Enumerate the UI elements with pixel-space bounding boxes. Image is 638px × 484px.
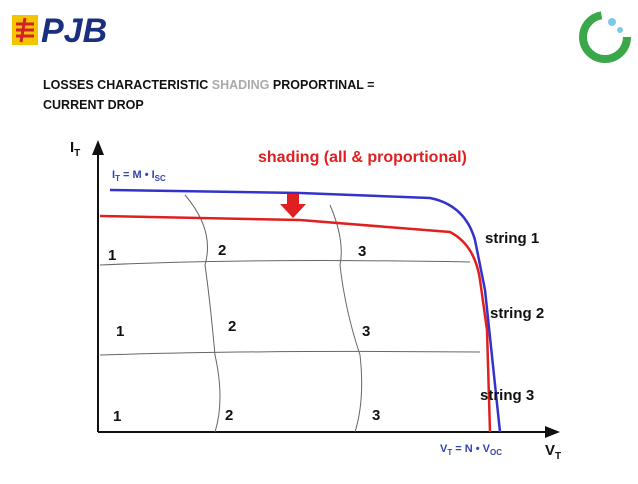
logo-dot <box>617 27 623 33</box>
logo-text: PJB <box>41 12 107 50</box>
grid-line <box>329 204 363 433</box>
formula-part: = N • V <box>452 443 490 455</box>
y-axis-main: I <box>70 139 74 156</box>
y-arrow <box>92 140 104 155</box>
cell-number: 2 <box>218 242 226 259</box>
shaded-curve <box>99 214 492 433</box>
formula-sub: T <box>115 174 120 183</box>
x-arrow <box>545 426 560 438</box>
cell-number: 3 <box>362 323 370 340</box>
string-label: string 2 <box>490 305 544 322</box>
x-axis-label: VT <box>545 442 561 462</box>
y-axis-label: IT <box>70 139 80 159</box>
formula-sub: T <box>447 448 452 457</box>
formula-sub: SC <box>155 174 166 183</box>
cell-number: 2 <box>228 318 236 335</box>
x-axis-main: V <box>545 442 555 459</box>
formula-part: V <box>440 443 448 455</box>
circle-logo <box>579 11 631 63</box>
cell-number: 3 <box>358 243 366 260</box>
drop-arrow <box>280 194 306 218</box>
formula-part: I <box>112 169 115 181</box>
grid-line <box>99 260 471 266</box>
cell-number: 3 <box>372 407 380 424</box>
string-label: string 1 <box>485 230 539 247</box>
cell-number: 1 <box>113 408 121 425</box>
axes <box>92 140 560 438</box>
formula-part: = M • I <box>120 169 155 181</box>
grid-line <box>184 194 221 433</box>
cell-number: 1 <box>108 247 116 264</box>
y-axis-sub: T <box>74 148 80 159</box>
cell-grid <box>99 194 481 433</box>
logo-bolt <box>16 17 34 43</box>
cell-number: 1 <box>116 323 124 340</box>
title-text: LOSSES CHARACTERISTIC <box>43 78 212 92</box>
title-text: PROPORTINAL = <box>269 78 374 92</box>
current-formula: IT = M • ISC <box>112 169 166 183</box>
string-label: string 3 <box>480 387 534 404</box>
cell-number: 2 <box>225 407 233 424</box>
title-highlight: SHADING <box>212 78 270 92</box>
title-line1: LOSSES CHARACTERISTIC SHADING PROPORTINA… <box>43 78 374 92</box>
logo-ring <box>579 11 631 63</box>
formula-sub: OC <box>490 448 502 457</box>
logo-dot <box>608 18 616 26</box>
cell-labels: 1 2 3 1 2 3 1 2 3 <box>108 242 380 425</box>
shading-label: shading (all & proportional) <box>258 149 467 166</box>
pjb-logo: PJB <box>12 12 107 50</box>
grid-line <box>99 350 481 356</box>
x-axis-sub: T <box>555 451 561 462</box>
unshaded-curve <box>109 188 502 433</box>
voltage-formula: VT = N • VOC <box>440 443 502 457</box>
title-line2: CURRENT DROP <box>43 98 144 112</box>
